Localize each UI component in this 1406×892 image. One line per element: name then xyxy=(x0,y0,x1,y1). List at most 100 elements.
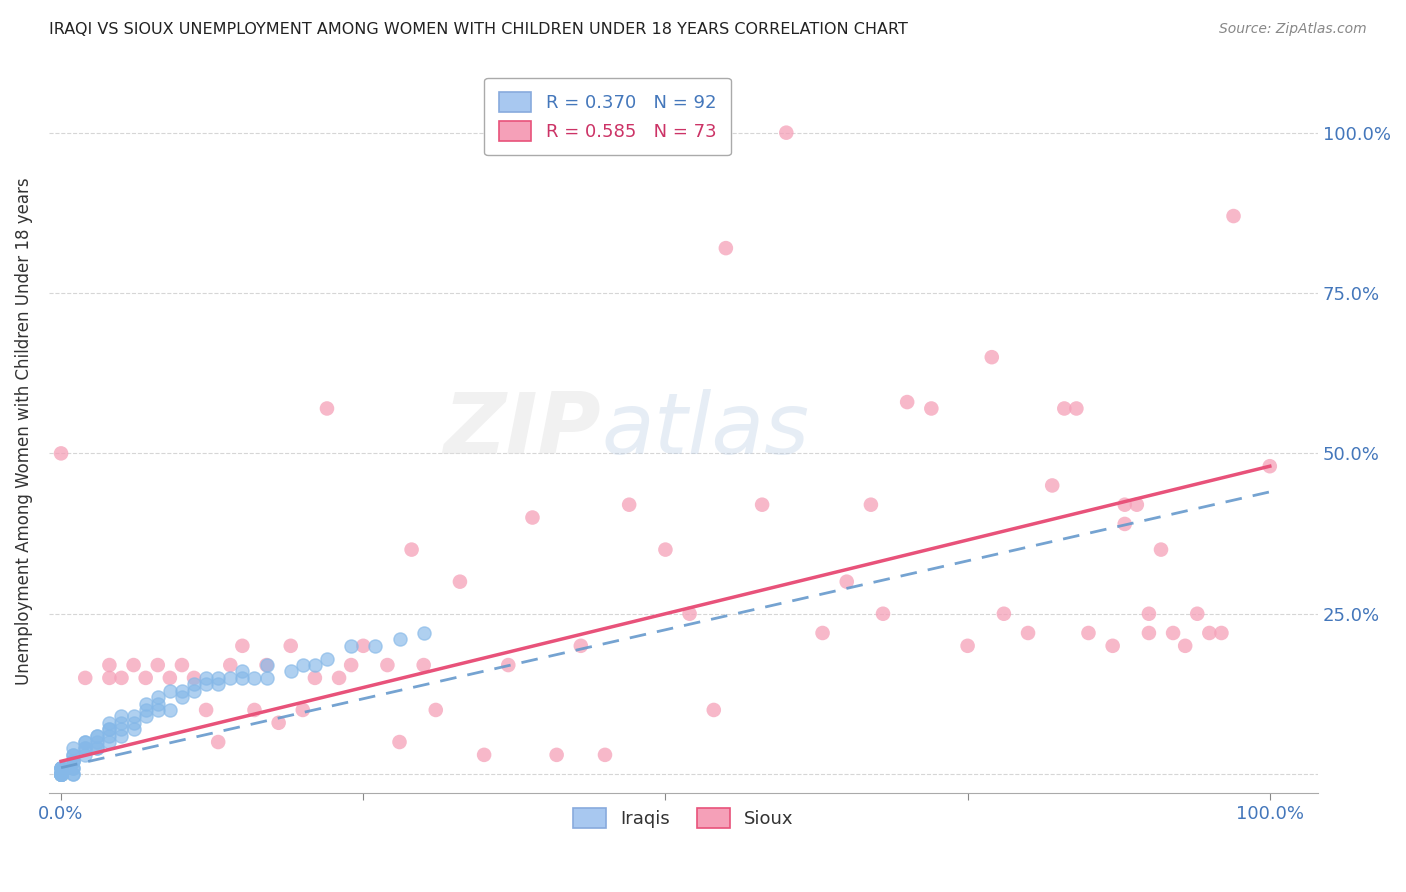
Iraqis xyxy=(49,767,72,781)
Sioux xyxy=(49,446,72,460)
Sioux xyxy=(1114,498,1136,512)
Iraqis xyxy=(49,767,72,781)
Text: IRAQI VS SIOUX UNEMPLOYMENT AMONG WOMEN WITH CHILDREN UNDER 18 YEARS CORRELATION: IRAQI VS SIOUX UNEMPLOYMENT AMONG WOMEN … xyxy=(49,22,908,37)
Sioux xyxy=(1211,626,1233,640)
Text: ZIP: ZIP xyxy=(443,390,600,473)
Iraqis xyxy=(146,690,169,705)
Iraqis xyxy=(62,747,84,762)
Sioux xyxy=(146,658,169,673)
Sioux xyxy=(122,658,145,673)
Iraqis xyxy=(340,639,363,653)
Iraqis xyxy=(49,761,72,775)
Sioux xyxy=(859,498,882,512)
Sioux xyxy=(1126,498,1149,512)
Iraqis xyxy=(49,767,72,781)
Iraqis xyxy=(231,671,253,685)
Sioux xyxy=(304,671,326,685)
Sioux xyxy=(1137,607,1160,621)
Sioux xyxy=(1198,626,1220,640)
Iraqis xyxy=(412,626,434,640)
Iraqis xyxy=(280,665,302,679)
Sioux xyxy=(1222,209,1244,223)
Sioux xyxy=(872,607,894,621)
Iraqis xyxy=(49,767,72,781)
Iraqis xyxy=(110,729,132,743)
Sioux xyxy=(412,658,434,673)
Sioux xyxy=(956,639,979,653)
Iraqis xyxy=(388,632,411,647)
Sioux xyxy=(98,658,121,673)
Iraqis xyxy=(49,767,72,781)
Sioux xyxy=(207,735,229,749)
Sioux xyxy=(1077,626,1099,640)
Sioux xyxy=(219,658,242,673)
Iraqis xyxy=(110,722,132,736)
Sioux xyxy=(1053,401,1076,416)
Sioux xyxy=(352,639,374,653)
Iraqis xyxy=(49,767,72,781)
Iraqis xyxy=(49,767,72,781)
Sioux xyxy=(377,658,399,673)
Iraqis xyxy=(98,735,121,749)
Iraqis xyxy=(86,729,108,743)
Sioux xyxy=(328,671,350,685)
Sioux xyxy=(280,639,302,653)
Iraqis xyxy=(159,703,181,717)
Sioux xyxy=(751,498,773,512)
Sioux xyxy=(195,703,218,717)
Iraqis xyxy=(98,722,121,736)
Sioux xyxy=(1161,626,1184,640)
Iraqis xyxy=(195,677,218,691)
Sioux xyxy=(1150,542,1173,557)
Iraqis xyxy=(62,761,84,775)
Iraqis xyxy=(98,715,121,730)
Iraqis xyxy=(62,767,84,781)
Sioux xyxy=(159,671,181,685)
Iraqis xyxy=(135,709,157,723)
Iraqis xyxy=(49,761,72,775)
Iraqis xyxy=(110,715,132,730)
Sioux xyxy=(654,542,676,557)
Iraqis xyxy=(243,671,266,685)
Iraqis xyxy=(98,722,121,736)
Text: atlas: atlas xyxy=(600,390,808,473)
Iraqis xyxy=(75,735,97,749)
Sioux xyxy=(811,626,834,640)
Sioux xyxy=(401,542,423,557)
Sioux xyxy=(835,574,858,589)
Iraqis xyxy=(49,767,72,781)
Iraqis xyxy=(62,767,84,781)
Sioux xyxy=(243,703,266,717)
Iraqis xyxy=(49,767,72,781)
Sioux xyxy=(388,735,411,749)
Iraqis xyxy=(170,683,193,698)
Iraqis xyxy=(146,703,169,717)
Sioux xyxy=(775,126,797,140)
Iraqis xyxy=(122,709,145,723)
Sioux xyxy=(110,671,132,685)
Sioux xyxy=(593,747,616,762)
Iraqis xyxy=(49,767,72,781)
Iraqis xyxy=(49,761,72,775)
Iraqis xyxy=(49,767,72,781)
Iraqis xyxy=(49,767,72,781)
Sioux xyxy=(714,241,737,255)
Sioux xyxy=(170,658,193,673)
Y-axis label: Unemployment Among Women with Children Under 18 years: Unemployment Among Women with Children U… xyxy=(15,178,32,685)
Sioux xyxy=(1040,478,1063,492)
Iraqis xyxy=(256,658,278,673)
Sioux xyxy=(472,747,495,762)
Iraqis xyxy=(49,767,72,781)
Sioux xyxy=(980,350,1002,364)
Iraqis xyxy=(62,754,84,768)
Sioux xyxy=(1258,459,1281,474)
Iraqis xyxy=(49,767,72,781)
Sioux xyxy=(291,703,314,717)
Iraqis xyxy=(49,761,72,775)
Iraqis xyxy=(135,697,157,711)
Sioux xyxy=(1137,626,1160,640)
Iraqis xyxy=(49,767,72,781)
Iraqis xyxy=(75,747,97,762)
Iraqis xyxy=(159,683,181,698)
Iraqis xyxy=(122,722,145,736)
